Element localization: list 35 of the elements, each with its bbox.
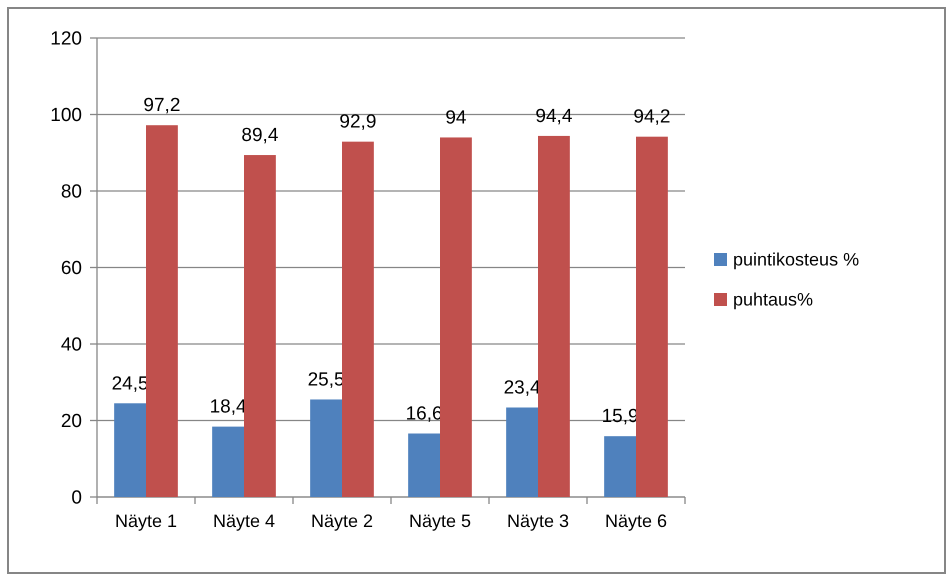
bar xyxy=(538,136,570,497)
data-label: 92,9 xyxy=(339,112,376,133)
bar xyxy=(310,399,342,497)
bar xyxy=(506,407,538,497)
bar xyxy=(114,403,146,497)
legend-label: puintikosteus % xyxy=(733,249,860,270)
data-label: 94,4 xyxy=(535,106,573,127)
y-tick-label: 20 xyxy=(60,411,82,432)
data-label: 94,2 xyxy=(633,106,670,128)
y-tick-label: 100 xyxy=(50,105,82,126)
bar xyxy=(440,137,472,497)
data-label: 23,4 xyxy=(504,377,541,398)
legend-label: puhtaus% xyxy=(733,289,814,310)
y-tick-label: 60 xyxy=(60,258,82,280)
bar xyxy=(212,426,244,497)
y-tick-label: 120 xyxy=(50,28,82,50)
x-tick-label: Näyte 3 xyxy=(506,511,570,531)
x-tick-label: Näyte 6 xyxy=(604,511,668,531)
x-tick-label: Näyte 4 xyxy=(212,511,276,531)
x-tick-label: Näyte 5 xyxy=(408,511,472,531)
data-label: 97,2 xyxy=(143,95,180,116)
bar xyxy=(244,155,276,497)
y-tick-label: 0 xyxy=(71,488,82,509)
x-tick-label: Näyte 1 xyxy=(114,511,178,531)
data-label: 94 xyxy=(445,107,467,128)
data-label: 18,4 xyxy=(210,396,247,418)
bar xyxy=(342,142,374,497)
bar xyxy=(604,436,636,497)
y-tick-label: 80 xyxy=(60,182,82,203)
data-label: 89,4 xyxy=(241,125,279,146)
bar xyxy=(408,434,440,497)
bar xyxy=(146,125,178,497)
y-tick-label: 40 xyxy=(60,334,82,356)
x-tick-label: Näyte 2 xyxy=(310,511,374,531)
bar xyxy=(636,136,668,497)
